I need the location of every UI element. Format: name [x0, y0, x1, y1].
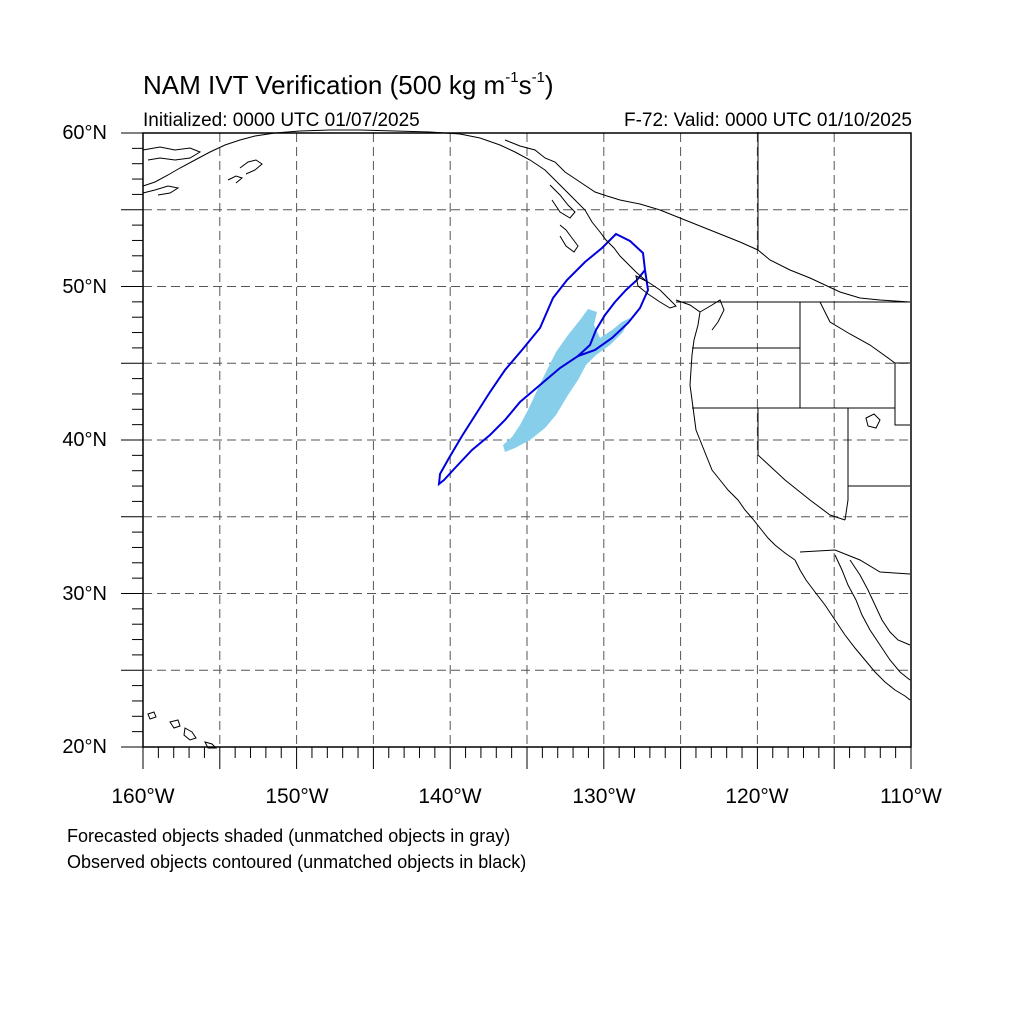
lon-label-160: 160°W [111, 785, 175, 808]
observed-note: Observed objects contoured (unmatched ob… [67, 852, 527, 872]
lat-label-20: 20°N [62, 736, 107, 758]
observed-object-contour [437, 232, 650, 487]
axis-ticks [121, 132, 912, 769]
coastlines [142, 129, 911, 749]
lat-label-30: 30°N [62, 583, 107, 605]
initialized-time: Initialized: 0000 UTC 01/07/2025 [143, 110, 420, 131]
map-frame [142, 132, 912, 748]
lat-label-60: 60°N [62, 122, 107, 144]
map-title: NAM IVT Verification (500 kg m-1s-1) [143, 69, 554, 100]
valid-time: F-72: Valid: 0000 UTC 01/10/2025 [624, 110, 912, 131]
forecast-object-shaded [503, 309, 630, 452]
observed-object-inner-edge [577, 269, 646, 357]
lat-label-50: 50°N [62, 276, 107, 298]
political-borders [606, 132, 911, 575]
forecast-note: Forecasted objects shaded (unmatched obj… [67, 826, 511, 846]
lon-label-150: 150°W [265, 785, 329, 808]
lon-label-130: 130°W [572, 785, 636, 808]
lon-label-140: 140°W [418, 785, 482, 808]
lon-label-120: 120°W [725, 785, 789, 808]
lat-label-40: 40°N [62, 429, 107, 451]
lon-label-110: 110°W [880, 785, 942, 808]
